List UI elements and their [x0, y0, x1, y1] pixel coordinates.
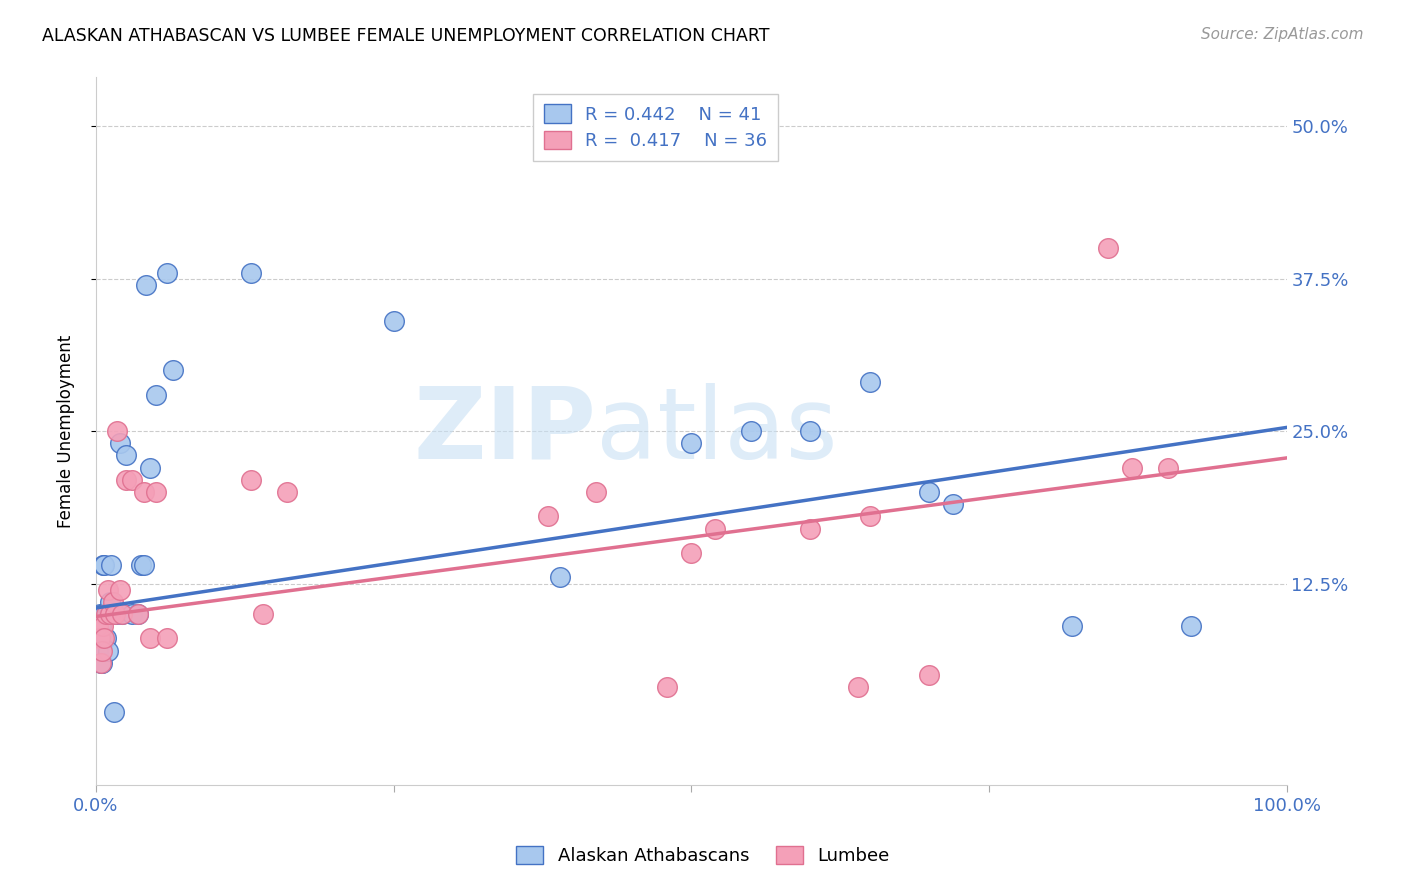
Point	[121, 473, 143, 487]
Point	[1097, 241, 1119, 255]
Point	[681, 436, 703, 450]
Point	[108, 436, 131, 450]
Point	[239, 266, 262, 280]
Point	[93, 607, 115, 621]
Point	[1121, 460, 1143, 475]
Point	[657, 680, 679, 694]
Point	[799, 424, 821, 438]
Point	[103, 705, 125, 719]
Point	[1180, 619, 1202, 633]
Y-axis label: Female Unemployment: Female Unemployment	[58, 334, 75, 528]
Point	[90, 656, 112, 670]
Point	[90, 656, 112, 670]
Point	[846, 680, 869, 694]
Point	[585, 485, 607, 500]
Point	[138, 632, 160, 646]
Point	[162, 363, 184, 377]
Point	[89, 607, 111, 621]
Point	[107, 424, 129, 438]
Point	[537, 509, 560, 524]
Point	[129, 558, 152, 573]
Point	[239, 473, 262, 487]
Legend: R = 0.442    N = 41, R =  0.417    N = 36: R = 0.442 N = 41, R = 0.417 N = 36	[533, 94, 778, 161]
Point	[918, 668, 941, 682]
Text: Source: ZipAtlas.com: Source: ZipAtlas.com	[1201, 27, 1364, 42]
Point	[132, 485, 155, 500]
Point	[108, 582, 131, 597]
Point	[859, 376, 882, 390]
Point	[98, 607, 121, 621]
Point	[127, 607, 149, 621]
Point	[105, 607, 128, 621]
Point	[1156, 460, 1178, 475]
Point	[918, 485, 941, 500]
Point	[132, 558, 155, 573]
Point	[89, 632, 111, 646]
Point	[93, 632, 115, 646]
Point	[121, 607, 143, 621]
Point	[91, 619, 114, 633]
Point	[91, 643, 114, 657]
Point	[799, 522, 821, 536]
Text: atlas: atlas	[596, 383, 838, 480]
Point	[87, 643, 110, 657]
Point	[97, 582, 120, 597]
Point	[156, 266, 179, 280]
Point	[104, 607, 127, 621]
Point	[91, 607, 114, 621]
Point	[97, 643, 120, 657]
Point	[704, 522, 727, 536]
Text: ALASKAN ATHABASCAN VS LUMBEE FEMALE UNEMPLOYMENT CORRELATION CHART: ALASKAN ATHABASCAN VS LUMBEE FEMALE UNEM…	[42, 27, 769, 45]
Point	[94, 607, 117, 621]
Point	[87, 619, 110, 633]
Point	[100, 558, 122, 573]
Point	[740, 424, 762, 438]
Point	[98, 595, 121, 609]
Point	[942, 497, 965, 511]
Point	[94, 632, 117, 646]
Point	[127, 607, 149, 621]
Point	[101, 595, 124, 609]
Point	[91, 632, 114, 646]
Point	[382, 314, 405, 328]
Text: ZIP: ZIP	[413, 383, 596, 480]
Point	[138, 460, 160, 475]
Point	[156, 632, 179, 646]
Point	[90, 619, 112, 633]
Point	[98, 607, 121, 621]
Point	[550, 570, 572, 584]
Point	[96, 607, 118, 621]
Point	[93, 558, 115, 573]
Point	[1062, 619, 1084, 633]
Point	[91, 656, 114, 670]
Point	[91, 558, 114, 573]
Point	[859, 509, 882, 524]
Point	[145, 387, 167, 401]
Point	[111, 607, 134, 621]
Point	[252, 607, 274, 621]
Point	[145, 485, 167, 500]
Point	[111, 607, 134, 621]
Point	[681, 546, 703, 560]
Legend: Alaskan Athabascans, Lumbee: Alaskan Athabascans, Lumbee	[509, 838, 897, 872]
Point	[114, 449, 136, 463]
Point	[114, 473, 136, 487]
Point	[135, 277, 157, 292]
Point	[276, 485, 298, 500]
